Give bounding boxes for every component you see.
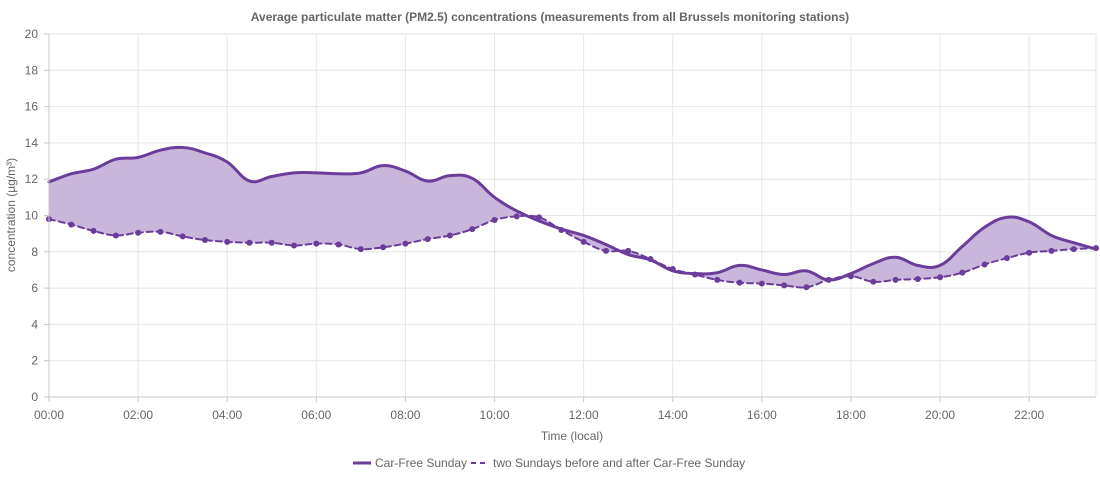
data-point[interactable] — [647, 256, 654, 263]
data-point[interactable] — [536, 214, 543, 221]
data-point[interactable] — [914, 276, 921, 283]
data-point[interactable] — [424, 236, 431, 243]
x-tick-label: 16:00 — [747, 408, 777, 422]
tick-labels: 0 2 4 6 8 10 12 14 16 18 20 00:00 02:00 04:00 06:00 08:… — [25, 27, 1045, 422]
x-tick-label: 20:00 — [925, 408, 955, 422]
y-tick-label: 16 — [25, 100, 39, 114]
x-tick-label: 12:00 — [569, 408, 599, 422]
y-tick-label: 20 — [25, 27, 39, 41]
y-tick-label: 0 — [31, 390, 38, 404]
data-point[interactable] — [981, 261, 988, 268]
legend-item-two-sundays[interactable]: two Sundays before and after Car-Free Su… — [471, 456, 745, 470]
y-tick-label: 14 — [25, 136, 39, 150]
fill-between-series — [49, 147, 1096, 288]
chart-legend[interactable]: Car-Free Sunday two Sundays before and a… — [353, 456, 745, 470]
data-point[interactable] — [803, 284, 810, 291]
y-tick-label: 6 — [31, 281, 38, 295]
data-point[interactable] — [513, 213, 520, 220]
y-tick-label: 18 — [25, 63, 39, 77]
data-point[interactable] — [491, 217, 498, 224]
fill-between-area — [49, 147, 1096, 288]
x-tick-label: 14:00 — [658, 408, 688, 422]
legend-label-car-free-sunday: Car-Free Sunday — [375, 456, 467, 470]
data-point[interactable] — [246, 239, 253, 246]
y-tick-label: 2 — [31, 354, 38, 368]
data-point[interactable] — [758, 280, 765, 287]
data-point[interactable] — [892, 276, 899, 283]
data-point[interactable] — [335, 241, 342, 248]
data-point[interactable] — [558, 227, 565, 234]
x-tick-label: 06:00 — [301, 408, 331, 422]
data-point[interactable] — [157, 228, 164, 235]
x-tick-label: 22:00 — [1014, 408, 1044, 422]
data-point[interactable] — [224, 238, 231, 245]
data-point[interactable] — [402, 240, 409, 247]
data-point[interactable] — [1070, 246, 1077, 253]
data-point[interactable] — [625, 247, 632, 254]
data-point[interactable] — [291, 242, 298, 249]
data-point[interactable] — [135, 229, 142, 236]
data-point[interactable] — [1003, 255, 1010, 262]
data-point[interactable] — [736, 279, 743, 286]
data-point[interactable] — [179, 233, 186, 240]
x-tick-label: 08:00 — [390, 408, 420, 422]
chart-title: Average particulate matter (PM2.5) conce… — [251, 10, 849, 24]
x-tick-label: 02:00 — [123, 408, 153, 422]
x-tick-label: 00:00 — [34, 408, 64, 422]
data-point[interactable] — [847, 273, 854, 280]
data-point[interactable] — [1048, 247, 1055, 254]
data-point[interactable] — [825, 276, 832, 283]
data-point[interactable] — [446, 232, 453, 239]
x-axis-title: Time (local) — [541, 429, 603, 443]
data-point[interactable] — [692, 271, 699, 278]
legend-item-car-free-sunday[interactable]: Car-Free Sunday — [353, 456, 467, 470]
data-point[interactable] — [380, 244, 387, 251]
data-point[interactable] — [959, 269, 966, 276]
x-tick-label: 10:00 — [480, 408, 510, 422]
data-point[interactable] — [580, 238, 587, 245]
data-point[interactable] — [714, 276, 721, 283]
data-points — [46, 213, 1099, 291]
data-point[interactable] — [313, 240, 320, 247]
y-tick-label: 8 — [31, 245, 38, 259]
legend-label-two-sundays: two Sundays before and after Car-Free Su… — [493, 456, 745, 470]
data-point[interactable] — [357, 246, 364, 253]
axes — [44, 33, 1096, 402]
data-point[interactable] — [602, 247, 609, 254]
y-axis-title: concentration (µg/m³) — [4, 158, 18, 272]
data-point[interactable] — [1026, 249, 1033, 256]
data-point[interactable] — [201, 237, 208, 244]
x-tick-label: 18:00 — [836, 408, 866, 422]
y-tick-label: 12 — [25, 172, 39, 186]
data-point[interactable] — [669, 266, 676, 273]
data-point[interactable] — [781, 282, 788, 289]
series-line-car-free-sunday[interactable] — [47, 145, 1098, 282]
y-tick-label: 10 — [25, 209, 39, 223]
data-point[interactable] — [90, 227, 97, 234]
data-point[interactable] — [937, 274, 944, 281]
data-point[interactable] — [870, 278, 877, 285]
data-point[interactable] — [112, 232, 119, 239]
data-point[interactable] — [469, 226, 476, 233]
data-point[interactable] — [1093, 245, 1099, 252]
data-point[interactable] — [268, 239, 275, 246]
data-point[interactable] — [68, 221, 75, 228]
y-tick-label: 4 — [31, 317, 38, 331]
x-tick-label: 04:00 — [212, 408, 242, 422]
